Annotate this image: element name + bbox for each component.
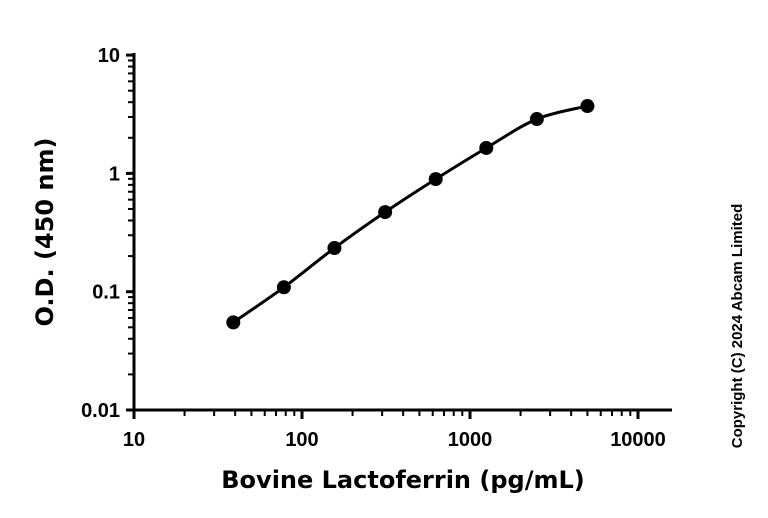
data-point: [378, 205, 393, 220]
data-point: [226, 315, 241, 330]
copyright-notice: Copyright (C) 2024 Abcam Limited: [729, 204, 746, 448]
y-tick-label: 10: [98, 45, 120, 67]
data-point: [276, 280, 291, 295]
x-tick-label: 10000: [610, 429, 666, 451]
data-point: [479, 140, 494, 155]
data-point: [580, 99, 595, 114]
x-tick-label: 10: [123, 429, 145, 451]
y-tick-label: 0.1: [92, 282, 120, 304]
x-tick-label: 1000: [448, 429, 493, 451]
data-point: [529, 112, 544, 127]
y-tick-label: 0.01: [81, 400, 120, 422]
y-tick-label: 1: [109, 163, 120, 185]
data-points: [226, 99, 595, 330]
y-ticks: 0.01 0.1 1 10: [81, 45, 134, 422]
x-axis-title: Bovine Lactoferrin (pg/mL): [221, 466, 584, 494]
x-tick-label: 100: [285, 429, 318, 451]
y-axis-title: O.D. (450 nm): [31, 138, 59, 327]
data-point: [428, 172, 443, 187]
x-ticks: 10 100 1000 10000: [123, 410, 666, 451]
data-point: [327, 241, 342, 256]
